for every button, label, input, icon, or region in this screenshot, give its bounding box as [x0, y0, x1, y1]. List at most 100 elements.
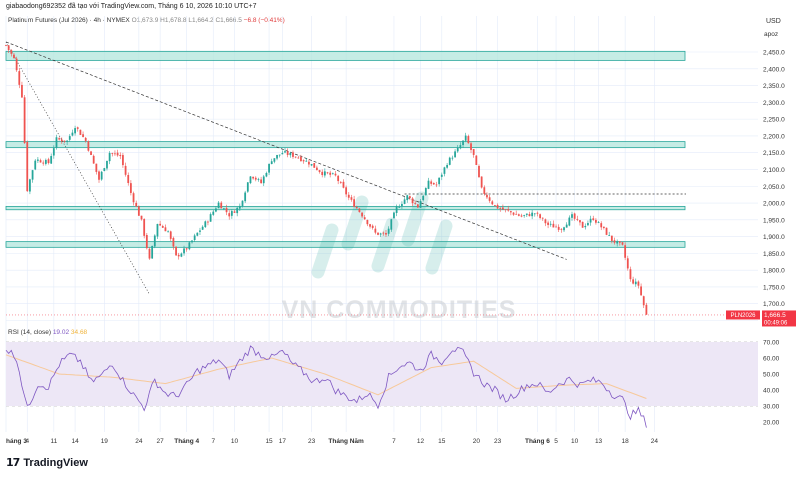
time-tick-label: Tháng Năm	[328, 438, 364, 445]
candle-body	[76, 127, 79, 129]
support-resistance-zone	[5, 205, 686, 211]
candle-body	[185, 248, 188, 250]
price-tick-label: 2,250.0	[763, 117, 785, 124]
low-value: L1,664.2	[188, 17, 214, 24]
candle-body	[363, 217, 366, 220]
tradingview-brand[interactable]: 17 TradingView	[6, 456, 88, 469]
candle-body	[597, 222, 600, 223]
candle-body	[36, 159, 39, 161]
candle-body	[515, 213, 518, 215]
candle-body	[496, 204, 499, 209]
candle-body	[438, 177, 441, 185]
candle-body	[98, 171, 100, 180]
candle-body	[318, 170, 321, 172]
candle-body	[13, 54, 15, 58]
candle-body	[342, 181, 345, 188]
time-tick-label: 15	[438, 438, 446, 445]
candle-body	[71, 132, 74, 136]
candle-body	[153, 235, 156, 247]
candle-body	[29, 179, 31, 192]
time-axis: háng 34 11 14 19 24 27 Tháng 4 7 10 15 17 23 Tháng N…	[6, 438, 658, 445]
symbol-name[interactable]: Platinum Futures (Jul 2026) · 4h · NYMEX	[8, 17, 130, 24]
price-tick-label: 2,400.0	[763, 66, 785, 73]
candle-body	[262, 176, 265, 184]
candle-body	[411, 198, 414, 204]
rsi-legend[interactable]: RSI (14, close) 19.02 34.68	[8, 329, 87, 336]
candle-body	[454, 151, 456, 158]
candle-body	[193, 235, 196, 241]
candle-body	[289, 152, 292, 156]
price-tick-label: 2,100.0	[763, 167, 785, 174]
candle-body	[79, 129, 82, 135]
candle-body	[175, 246, 177, 256]
candle-body	[435, 184, 438, 186]
candle-body	[23, 97, 26, 143]
currency-label[interactable]: USD	[766, 18, 781, 25]
candle-body	[230, 211, 233, 216]
candle-body	[377, 232, 379, 235]
candle-body	[167, 231, 169, 233]
high-value: H1,678.8	[160, 17, 187, 24]
candle-body	[68, 136, 71, 140]
scale-mode-label[interactable]: apoz	[764, 31, 779, 38]
rsi-value: 19.02	[52, 329, 70, 336]
candle-body	[427, 180, 430, 189]
candle-body	[164, 227, 167, 232]
time-tick-label: 27	[157, 438, 165, 445]
candle-body	[204, 221, 207, 228]
candle-body	[645, 304, 648, 315]
candle-body	[177, 254, 180, 257]
candle-body	[560, 228, 563, 230]
candle-body	[414, 203, 417, 204]
time-tick-label: 18	[622, 438, 630, 445]
price-tick-label: 1,900.0	[763, 234, 785, 241]
candle-body	[456, 147, 459, 152]
candle-body	[238, 205, 241, 209]
candle-body	[393, 212, 395, 219]
candle-body	[403, 199, 406, 204]
candle-body	[244, 192, 247, 202]
candle-body	[249, 176, 252, 184]
candle-body	[151, 245, 154, 259]
candle-body	[605, 227, 608, 235]
time-tick-label: 10	[231, 438, 239, 445]
symbol-legend[interactable]: Platinum Futures (Jul 2026) · 4h · NYMEX…	[8, 17, 285, 24]
candle-body	[252, 176, 255, 179]
candle-body	[536, 212, 539, 214]
candle-body	[432, 182, 435, 185]
candle-body	[430, 181, 433, 184]
candle-body	[483, 187, 486, 194]
candle-body	[60, 139, 63, 142]
candle-body	[84, 137, 87, 141]
candle-body	[600, 223, 603, 228]
candle-body	[624, 245, 627, 258]
candle-body	[260, 179, 262, 184]
candle-body	[440, 174, 443, 177]
rsi-band	[6, 342, 758, 406]
candle-body	[161, 226, 164, 228]
candle-body	[169, 231, 172, 239]
candle-body	[44, 159, 47, 164]
rsi-line	[5, 345, 647, 428]
candle-body	[589, 218, 592, 223]
time-tick-label: Tháng 4	[174, 438, 199, 445]
candle-body	[557, 226, 560, 230]
candle-body	[387, 228, 390, 234]
candle-body	[448, 157, 451, 165]
candle-body	[355, 206, 358, 209]
price-tag	[762, 310, 796, 327]
rsi-label[interactable]: RSI (14, close)	[8, 329, 51, 336]
rsi-ma-value: 34.68	[70, 329, 88, 336]
candle-body	[563, 227, 565, 231]
candle-body	[39, 160, 42, 163]
candle-body	[172, 237, 175, 247]
support-resistance-zone	[5, 141, 686, 149]
candle-body	[34, 160, 37, 170]
candle-body	[371, 225, 374, 228]
rsi-tick-label: 40.00	[763, 388, 780, 395]
candle-body	[406, 195, 409, 201]
candle-body	[188, 242, 191, 250]
candle-body	[459, 145, 462, 149]
candle-body	[422, 195, 425, 201]
